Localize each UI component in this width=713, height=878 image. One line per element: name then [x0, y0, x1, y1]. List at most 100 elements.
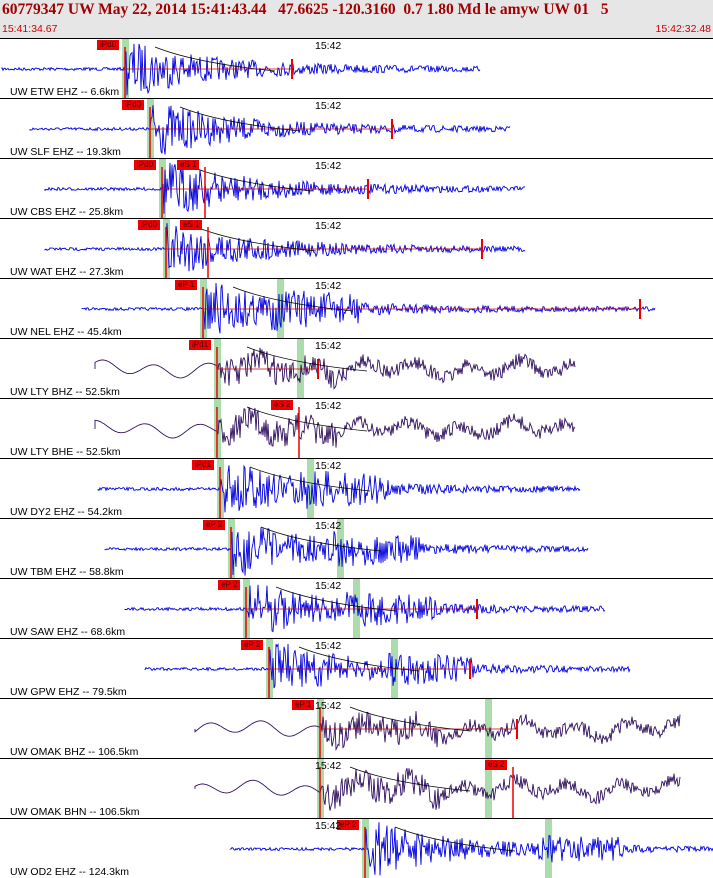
arrival-curve [249, 466, 371, 492]
waveform-line [97, 464, 581, 513]
waveform-line [124, 584, 606, 633]
trace-panel[interactable]: eP 2 15:42 UW TBM EHZ -- 58.8km [0, 518, 713, 579]
station-label: UW NEL EHZ -- 45.4km [10, 326, 122, 338]
trace-panel[interactable]: eP 2 15:42 UW GPW EHZ -- 79.5km [0, 638, 713, 699]
p-pick-marker[interactable]: eP 1 [292, 700, 315, 710]
event-header: 60779347 UW May 22, 2014 15:41:43.44 47.… [0, 0, 713, 38]
event-title: 60779347 UW May 22, 2014 15:41:43.44 47.… [2, 1, 609, 18]
arrival-curve [394, 826, 516, 852]
station-label: UW SAW EHZ -- 68.6km [10, 626, 126, 638]
station-label: UW OD2 EHZ -- 124.3km [10, 866, 130, 878]
waveform-line [194, 768, 681, 811]
station-label: UW CBS EHZ -- 25.8km [10, 206, 124, 218]
arrival-curve [179, 106, 301, 132]
time-label: 15:42 [315, 580, 342, 592]
trace-panel[interactable]: eS 2 15:42 UW OMAK BHN -- 106.5km [0, 758, 713, 819]
waveform [94, 399, 576, 459]
time-label: 15:42 [315, 400, 342, 412]
waveform [1, 39, 481, 99]
trace-panel[interactable]: eP 1 15:42 UW NEL EHZ -- 45.4km [0, 278, 713, 339]
trace-panel[interactable]: iPd1 15:42 UW DY2 EHZ -- 54.2km [0, 458, 713, 519]
trace-panel[interactable]: eS 2 15:42 UW LTY BHE -- 52.5km [0, 398, 713, 459]
waveform-line [94, 347, 576, 390]
p-pick-marker[interactable]: iPd1 [192, 460, 215, 470]
arrival-curve [246, 406, 368, 432]
arrival-curve [349, 706, 471, 732]
station-label: UW ETW EHZ -- 6.6km [10, 86, 120, 98]
p-pick-marker[interactable]: eP 1 [175, 280, 198, 290]
waveform [124, 579, 606, 639]
waveform-line [29, 105, 511, 155]
end-time-label: 15:42:32.48 [655, 23, 711, 35]
trace-panel[interactable]: eP 2 15:42 UW SAW EHZ -- 68.6km [0, 578, 713, 639]
arrival-curve [154, 46, 276, 72]
waveform [81, 279, 656, 339]
p-pick-marker[interactable]: iPd0 [138, 220, 161, 230]
station-label: UW SLF EHZ -- 19.3km [10, 146, 121, 158]
waveform-line [44, 162, 526, 214]
s-pick-marker[interactable]: eS 1 [177, 160, 200, 170]
waveform [229, 819, 713, 878]
s-pick-marker[interactable]: eS 2 [485, 760, 508, 770]
time-label: 15:42 [315, 160, 342, 172]
station-label: UW OMAK BHZ -- 106.5km [10, 746, 139, 758]
time-label: 15:42 [315, 280, 342, 292]
waveform-line [94, 406, 576, 448]
trace-panel[interactable]: iPd1 15:42 UW LTY BHZ -- 52.5km [0, 338, 713, 399]
waveform-line [194, 711, 681, 752]
time-label: 15:42 [315, 460, 342, 472]
p-pick-marker[interactable]: iPd0 [97, 40, 120, 50]
s-pick-marker[interactable]: eS 2 [271, 400, 294, 410]
arrival-curve [275, 586, 397, 612]
waveform-line [144, 642, 631, 689]
waveform [44, 159, 526, 219]
arrival-curve [298, 646, 420, 672]
waveform [194, 759, 681, 819]
p-pick-marker[interactable]: eP 2 [203, 520, 226, 530]
waveform [29, 99, 511, 159]
s-window [485, 759, 492, 819]
time-label: 15:42 [315, 520, 342, 532]
p-pick-marker[interactable]: iPd0 [122, 100, 145, 110]
trace-panel[interactable]: eP 1 15:42 UW OMAK BHZ -- 106.5km [0, 698, 713, 759]
s-pick-marker[interactable]: eS 1 [180, 220, 203, 230]
waveform [194, 699, 681, 759]
start-time-label: 15:41:34.67 [2, 23, 58, 35]
station-label: UW OMAK BHN -- 106.5km [10, 806, 140, 818]
time-label: 15:42 [315, 700, 342, 712]
waveform-line [81, 282, 656, 334]
waveform-line [104, 527, 589, 576]
time-label: 15:42 [315, 40, 342, 52]
trace-panel[interactable]: iPd0 eS 1 15:42 UW CBS EHZ -- 25.8km [0, 158, 713, 219]
station-label: UW GPW EHZ -- 79.5km [10, 686, 127, 698]
arrival-curve [246, 346, 368, 372]
waveform [104, 519, 589, 579]
station-label: UW LTY BHZ -- 52.5km [10, 386, 120, 398]
station-label: UW LTY BHE -- 52.5km [10, 446, 121, 458]
arrival-curve [260, 526, 382, 552]
waveform [97, 459, 581, 519]
arrival-curve [232, 286, 354, 312]
station-label: UW WAT EHZ -- 27.3km [10, 266, 124, 278]
time-label: 15:42 [315, 100, 342, 112]
waveform-line [229, 822, 713, 876]
trace-panel[interactable]: iPd0 15:42 UW SLF EHZ -- 19.3km [0, 98, 713, 159]
time-label: 15:42 [315, 820, 342, 832]
p-pick-marker[interactable]: eP 2 [337, 820, 360, 830]
arrival-curve [349, 766, 471, 792]
waveform [94, 339, 576, 399]
time-label: 15:42 [315, 340, 342, 352]
arrival-curve [191, 166, 313, 192]
waveform-line [44, 223, 526, 272]
p-pick-marker[interactable]: iPd1 [189, 340, 212, 350]
p-pick-marker[interactable]: eP 2 [218, 580, 241, 590]
time-label: 15:42 [315, 220, 342, 232]
p-pick-marker[interactable]: iPd0 [134, 160, 157, 170]
time-label: 15:42 [315, 760, 342, 772]
p-pick-marker[interactable]: eP 2 [241, 640, 264, 650]
waveform [144, 639, 631, 699]
trace-panel[interactable]: eP 2 15:42 UW OD2 EHZ -- 124.3km [0, 818, 713, 878]
trace-panel[interactable]: iPd0 15:42 UW ETW EHZ -- 6.6km [0, 38, 713, 99]
waveform [44, 219, 526, 279]
trace-panel[interactable]: iPd0 eS 1 15:42 UW WAT EHZ -- 27.3km [0, 218, 713, 279]
